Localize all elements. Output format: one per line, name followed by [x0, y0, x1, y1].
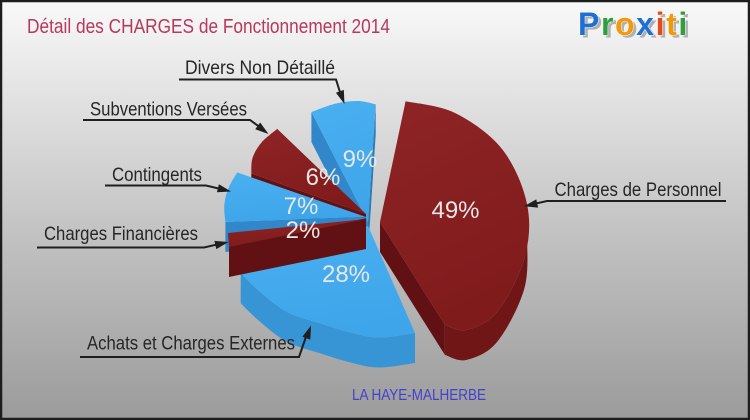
- svg-text:49%: 49%: [431, 197, 479, 224]
- svg-text:Charges de Personnel: Charges de Personnel: [555, 179, 722, 201]
- svg-text:Contingents: Contingents: [112, 164, 202, 186]
- svg-text:28%: 28%: [322, 261, 370, 288]
- svg-text:Proxiti: Proxiti: [581, 9, 692, 45]
- svg-text:7%: 7%: [284, 193, 319, 220]
- svg-text:LA HAYE-MALHERBE: LA HAYE-MALHERBE: [352, 387, 486, 404]
- svg-text:Divers Non Détaillé: Divers Non Détaillé: [185, 57, 335, 79]
- svg-text:2%: 2%: [286, 217, 321, 244]
- svg-text:Détail des CHARGES de Fonction: Détail des CHARGES de Fonctionnement 201…: [27, 16, 390, 38]
- svg-text:Charges Financières: Charges Financières: [44, 223, 198, 245]
- svg-text:Achats et Charges Externes: Achats et Charges Externes: [87, 333, 295, 355]
- svg-text:6%: 6%: [306, 164, 341, 191]
- svg-text:9%: 9%: [343, 146, 378, 173]
- svg-text:Subventions Versées: Subventions Versées: [90, 99, 247, 121]
- svg-text:Proxiti: Proxiti: [578, 6, 689, 42]
